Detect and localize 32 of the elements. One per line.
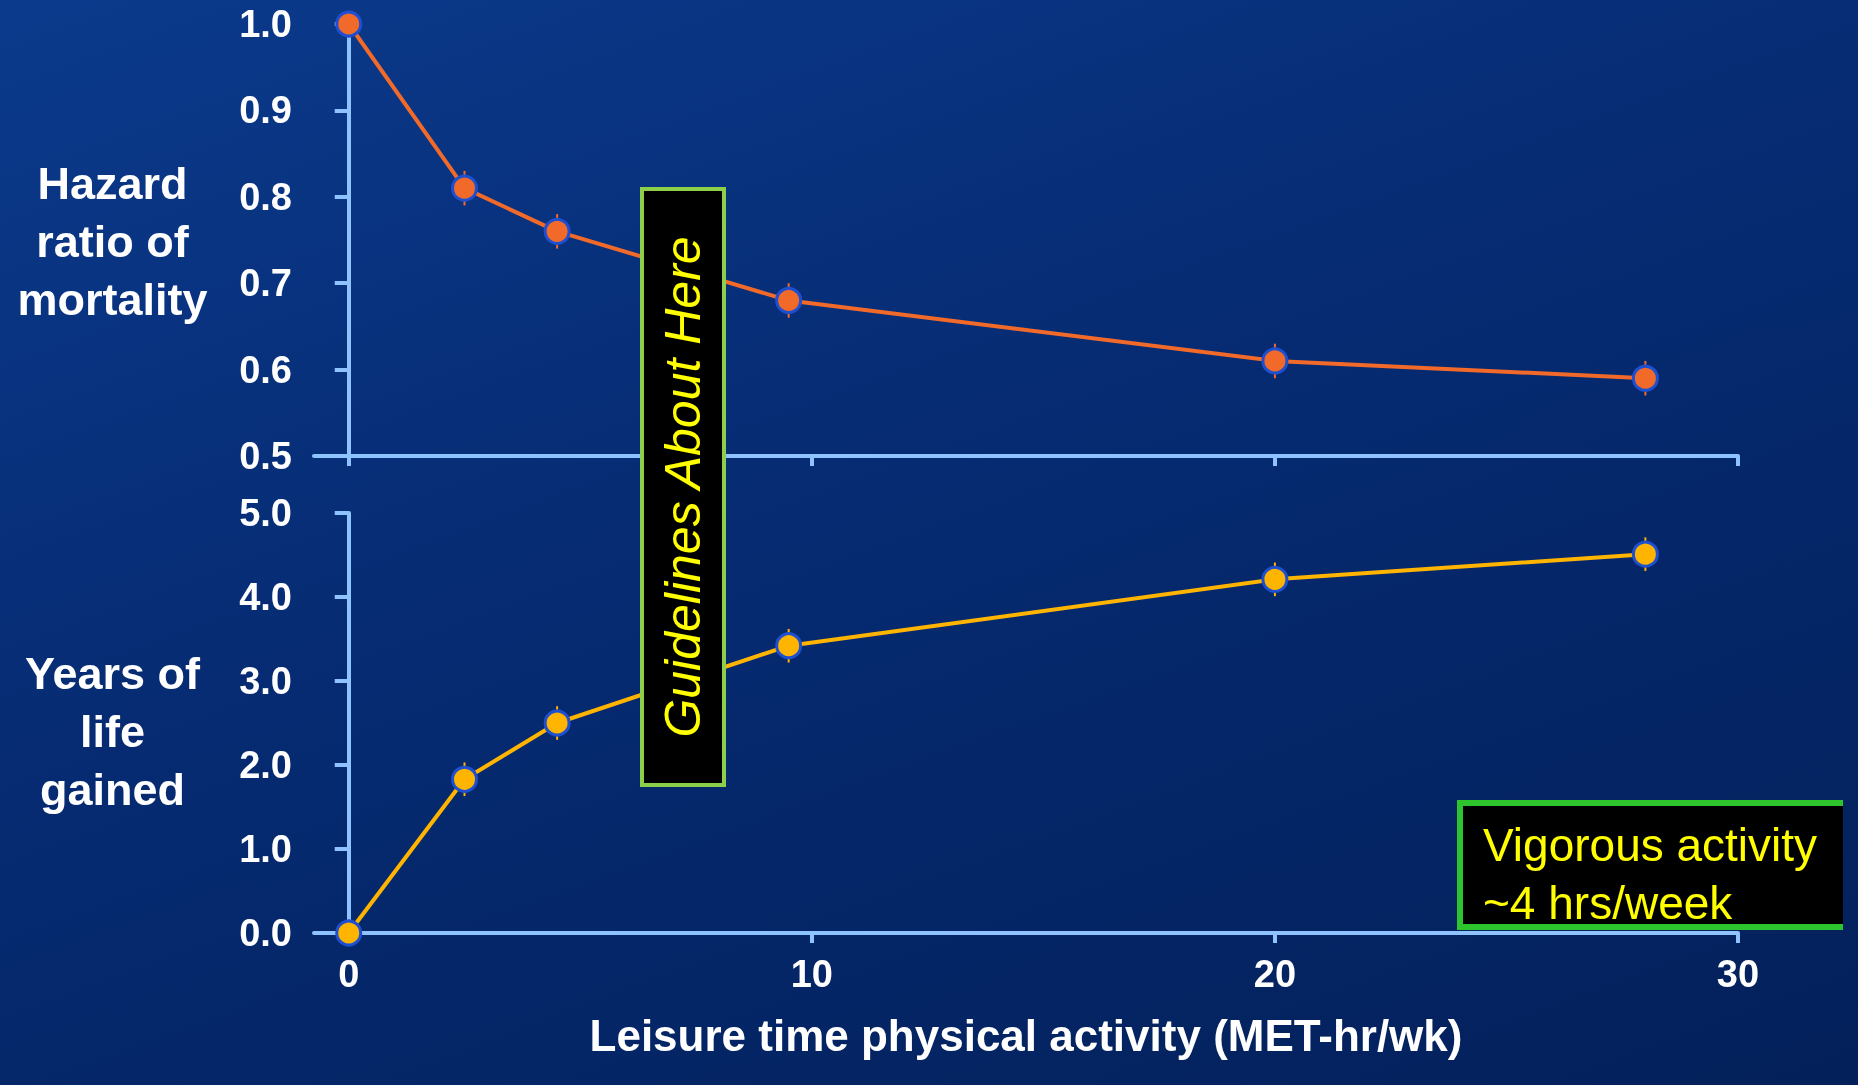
y-tick-label: 0.8 [239,175,292,218]
y-axis-title: Hazard ratio of mortality [16,157,209,327]
point [1631,364,1659,392]
point [451,765,478,793]
annotation: Guidelines About Here [654,236,712,738]
x-tick-label: 10 [790,953,833,995]
x-axis-title: Leisure time physical activity (MET-hr/wk) [589,1010,1463,1060]
point [451,174,478,202]
y-axis-title: Years of life gained [23,647,202,817]
y-tick-label: 3.0 [239,660,292,702]
y-tick-label: 0.5 [239,435,292,477]
y-tick-label: 1.0 [239,828,292,870]
point [1261,347,1289,375]
x-tick-label: 30 [1716,953,1760,995]
point [543,709,571,737]
y-tick-label: 1.0 [239,3,292,45]
point [775,632,803,660]
y-tick-label: 0.6 [239,348,292,391]
point [1631,540,1659,568]
x-tick-label: 0 [338,953,360,995]
y-tick-label: 5.0 [239,492,292,534]
point [1261,565,1289,593]
y-tick-label: 0.9 [239,89,292,132]
y-tick-label: 4.0 [239,576,292,618]
point [335,919,363,947]
y-tick-label: 2.0 [239,744,292,786]
x-tick-label: 20 [1253,953,1297,995]
y-tick-label: 0.7 [239,262,292,305]
point [775,286,803,314]
annotation: Vigorous activity ~4 hrs/week [1457,800,1843,930]
y-tick-label: 0.0 [239,912,292,954]
point [543,217,571,245]
